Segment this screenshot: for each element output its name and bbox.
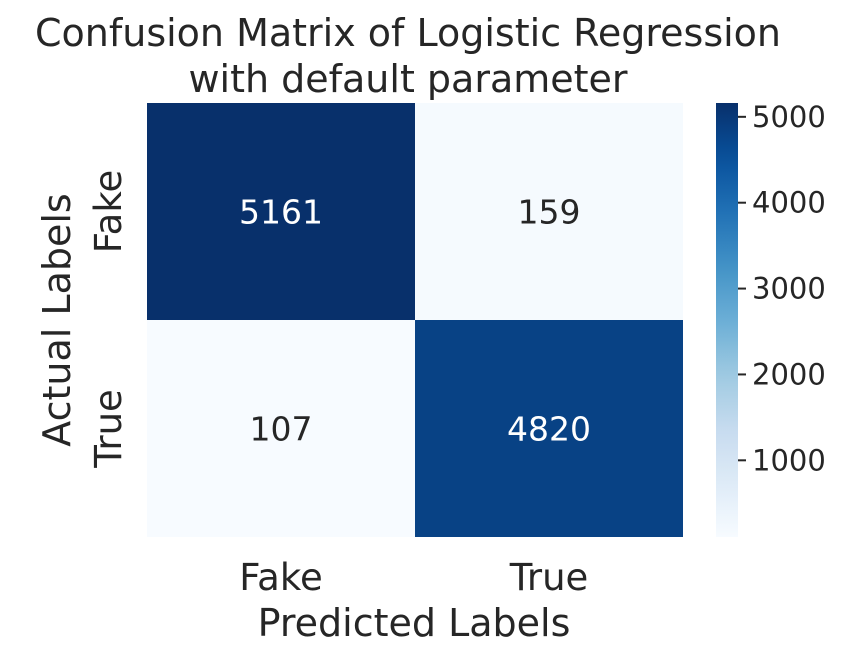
y-tick-label: True xyxy=(87,389,130,469)
heatmap-cell-1-1 xyxy=(415,320,683,537)
colorbar-tick-label: 3000 xyxy=(752,272,826,306)
colorbar-tick-label: 2000 xyxy=(752,357,826,391)
cell-value-label-0-1: 159 xyxy=(518,193,581,232)
heatmap-cell-1-0 xyxy=(147,320,415,537)
cell-value-label-1-1: 4820 xyxy=(507,410,591,449)
y-tick-label: Fake xyxy=(87,170,130,253)
y-axis-label: Actual Labels xyxy=(35,193,79,446)
heatmap-cells: 5161 159 107 4820 xyxy=(147,103,683,537)
heatmap-cell-0-0 xyxy=(147,103,415,320)
colorbar-tick-label: 4000 xyxy=(752,186,826,220)
cell-value-label-1-0: 107 xyxy=(250,410,313,449)
heatmap-cell-0-1 xyxy=(415,103,683,320)
x-tick-labels: Fake True xyxy=(239,556,588,599)
colorbar-ticks: 1000 2000 3000 4000 5000 xyxy=(738,100,826,477)
x-tick-label: Fake xyxy=(239,556,322,599)
chart-title-line-1: Confusion Matrix of Logistic Regression xyxy=(35,11,781,55)
colorbar-tick-label: 1000 xyxy=(752,443,826,477)
x-tick-label: True xyxy=(509,556,589,599)
y-tick-labels: Fake True xyxy=(87,170,130,469)
x-axis-label: Predicted Labels xyxy=(258,601,571,645)
colorbar xyxy=(716,103,738,537)
cell-value-label-0-0: 5161 xyxy=(239,193,323,232)
chart-title-line-2: with default parameter xyxy=(188,57,627,101)
colorbar-tick-label: 5000 xyxy=(752,100,826,134)
